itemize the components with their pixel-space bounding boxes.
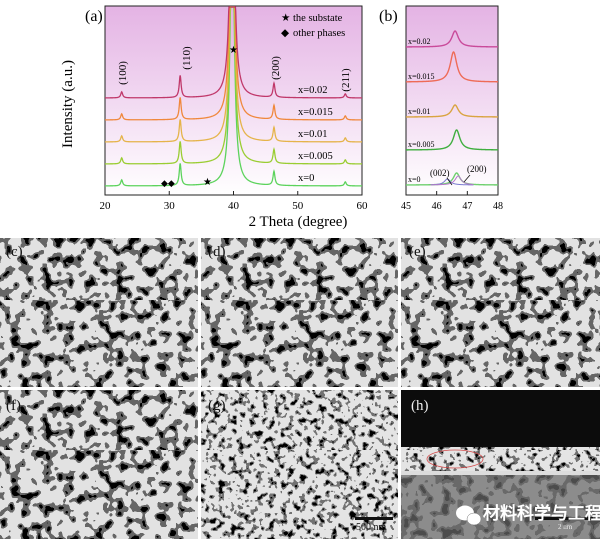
x-tick-label-a-2: 40 (228, 200, 240, 212)
sem-image-h (401, 390, 600, 539)
legend-other-phases: other phases (293, 28, 345, 39)
panel-label-h: (h) (411, 398, 429, 414)
x-tick-label-b-2: 47 (462, 201, 472, 212)
series-label-a-0: x=0 (298, 173, 314, 184)
series-label-b-0: x=0 (408, 175, 421, 184)
series-line-b-0 (406, 172, 498, 186)
xrd-panel-a: 20 30 40 50 60 (a) Intensity (a.u.) 2 Theta … (60, 5, 369, 230)
x-tick-label-b-0: 45 (401, 201, 411, 212)
xrd-series-b (405, 30, 499, 186)
arrow-200 (463, 174, 471, 183)
series-label-b-2: x=0.01 (408, 107, 431, 116)
series-line-a-4 (105, 6, 362, 99)
sem-image-d (201, 238, 398, 387)
peak-label-211: (211) (340, 68, 352, 92)
series-label-a-2: x=0.01 (298, 129, 328, 140)
series-label-b-3: x=0.015 (408, 72, 435, 81)
sem-image-g (201, 390, 398, 539)
series-label-a-3: x=0.015 (298, 107, 333, 118)
scale-bar-label-h: 2 nm (558, 523, 573, 531)
arrow-002 (446, 177, 453, 186)
series-line-b-3 (406, 51, 498, 83)
legend-substrate: the substate (293, 13, 343, 24)
legend-diamond-icon: ◆ (281, 28, 290, 39)
sem-grid: (c) (d) (e) (f) (g) (h) 500 nm 2 nm 材料科学… (0, 238, 600, 539)
panel-label-e: (e) (409, 244, 426, 260)
peak-label-110: (110) (181, 46, 193, 70)
x-axis-label-a: 2 Theta (degree) (249, 214, 348, 230)
substrate-star-marker-low: ★ (203, 177, 212, 188)
xrd-series-a (105, 6, 362, 187)
x-tick-label-b-1: 46 (432, 201, 442, 212)
watermark: 材料科学与工程 (456, 503, 600, 526)
series-labels-a: x=0 x=0.005 x=0.01 x=0.015 x=0.02 (298, 85, 333, 184)
x-tick-label-a-3: 50 (292, 200, 304, 212)
panel-label-a: (a) (85, 8, 103, 25)
series-line-b-1 (406, 129, 499, 151)
series-label-b-4: x=0.02 (408, 37, 431, 46)
x-tick-label-a-4: 60 (357, 200, 369, 212)
peak-label-002: (002) (430, 168, 450, 178)
subpeak-b-1 (430, 175, 474, 186)
sem-image-f (0, 390, 198, 539)
scale-bar-h (535, 517, 593, 520)
series-label-a-1: x=0.005 (298, 151, 333, 162)
series-label-b-1: x=0.005 (408, 140, 435, 149)
x-ticks-b: 45 46 47 48 (401, 191, 503, 212)
panel-label-d: (d) (208, 244, 226, 260)
sem-image-e (401, 238, 600, 387)
series-line-b-2 (406, 104, 498, 118)
xrd-panel-b: 45 46 47 48 (b) x=0 x=0.005 x=0.01 x=0.015 x=0.… (379, 5, 503, 212)
x-ticks-a: 20 30 40 50 60 (100, 191, 369, 212)
series-label-a-4: x=0.02 (298, 85, 328, 96)
series-labels-b: x=0 x=0.005 x=0.01 x=0.015 x=0.02 (408, 37, 435, 184)
panel-label-f: (f) (6, 398, 21, 414)
other-phase-diamond-marker: ◆◆ (161, 178, 175, 188)
series-line-b-4 (405, 30, 498, 48)
legend-star-icon: ★ (281, 13, 291, 24)
sem-image-c (0, 238, 198, 387)
x-tick-label-a-1: 30 (164, 200, 176, 212)
scale-bar-g (355, 517, 393, 520)
x-tick-label-a-0: 20 (100, 200, 112, 212)
panel-label-b: (b) (379, 8, 398, 25)
substrate-star-marker: ★ (229, 45, 238, 56)
scale-bar-label-g: 500 nm (356, 522, 387, 533)
y-axis-label-a: Intensity (a.u.) (60, 60, 76, 148)
panel-label-c: (c) (6, 244, 23, 260)
peak-label-100: (100) (117, 61, 129, 85)
peak-label-200-b: (200) (467, 164, 487, 174)
panel-label-g: (g) (208, 398, 226, 414)
watermark-text: 材料科学与工程 (483, 503, 600, 524)
x-tick-label-b-3: 48 (493, 201, 503, 212)
peak-label-200: (200) (270, 56, 282, 80)
